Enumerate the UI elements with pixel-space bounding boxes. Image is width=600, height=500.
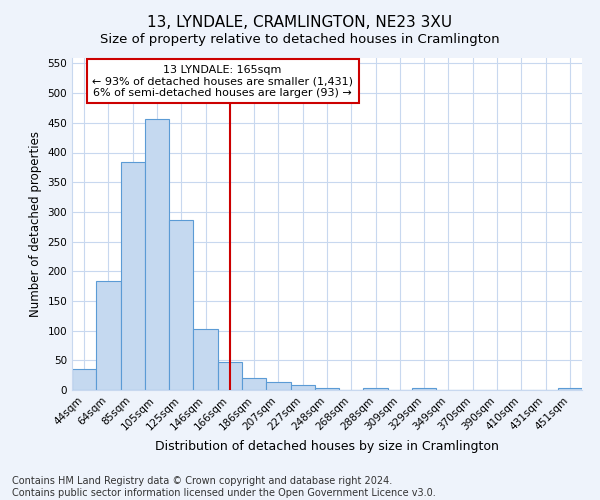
Bar — [412, 388, 436, 390]
X-axis label: Distribution of detached houses by size in Cramlington: Distribution of detached houses by size … — [155, 440, 499, 453]
Bar — [193, 329, 218, 390]
Text: Contains HM Land Registry data © Crown copyright and database right 2024.
Contai: Contains HM Land Registry data © Crown c… — [12, 476, 436, 498]
Bar — [72, 369, 96, 390]
Text: 13 LYNDALE: 165sqm
← 93% of detached houses are smaller (1,431)
6% of semi-detac: 13 LYNDALE: 165sqm ← 93% of detached hou… — [92, 64, 353, 98]
Bar — [315, 388, 339, 390]
Y-axis label: Number of detached properties: Number of detached properties — [29, 130, 42, 317]
Bar — [145, 119, 169, 390]
Bar — [169, 220, 193, 390]
Bar — [96, 282, 121, 390]
Bar — [290, 384, 315, 390]
Bar — [558, 388, 582, 390]
Bar — [364, 388, 388, 390]
Bar — [121, 162, 145, 390]
Text: 13, LYNDALE, CRAMLINGTON, NE23 3XU: 13, LYNDALE, CRAMLINGTON, NE23 3XU — [148, 15, 452, 30]
Text: Size of property relative to detached houses in Cramlington: Size of property relative to detached ho… — [100, 32, 500, 46]
Bar — [266, 382, 290, 390]
Bar — [242, 378, 266, 390]
Bar — [218, 362, 242, 390]
